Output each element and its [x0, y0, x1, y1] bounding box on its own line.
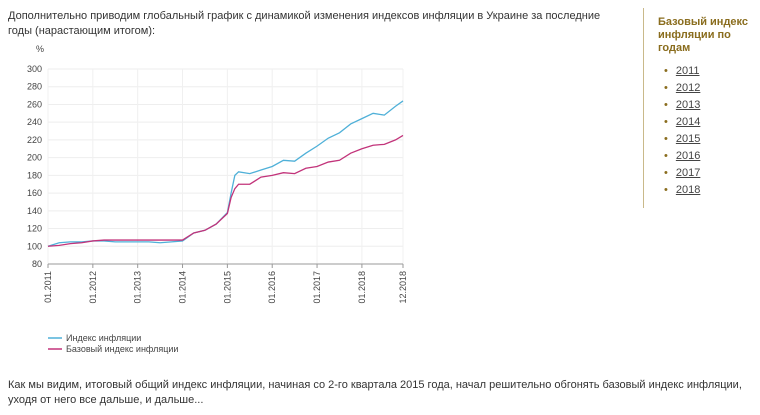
y-tick-label: 280 — [27, 82, 42, 92]
year-item: 2017 — [664, 167, 759, 184]
x-tick-label: 01.2014 — [178, 271, 188, 304]
intro-text: Дополнительно приводим глобальный график… — [8, 10, 601, 37]
x-tick-label: 01.2018 — [357, 271, 367, 304]
year-item: 2018 — [664, 184, 759, 201]
y-tick-label: 140 — [27, 206, 42, 216]
chart: % 80 100 120 140 160 180 200 220 240 260 280 300 01.… — [27, 44, 408, 354]
legend-label: Индекс инфляции — [66, 333, 141, 343]
line — [47, 134, 404, 247]
y-axis-label: % — [36, 44, 44, 54]
line — [47, 100, 404, 247]
year-link[interactable]: 2014 — [675, 116, 701, 128]
year-item: 2015 — [664, 133, 759, 150]
x-tick-label: 12.2018 — [398, 271, 408, 304]
x-tick-label: 01.2012 — [88, 271, 98, 304]
x-tick-label: 01.2016 — [267, 271, 277, 304]
y-tick-label: 240 — [27, 117, 42, 127]
year-link[interactable]: 2013 — [675, 99, 701, 111]
year-link[interactable]: 2015 — [675, 133, 701, 145]
year-link[interactable]: 2012 — [675, 82, 701, 94]
year-link[interactable]: 2011 — [675, 65, 700, 77]
y-tick-label: 80 — [32, 259, 42, 269]
year-item: 2016 — [664, 150, 759, 167]
year-list: 2011 2012 2013 2014 2015 2016 2017 2018 — [664, 65, 759, 201]
year-item: 2011 — [664, 65, 759, 82]
year-link[interactable]: 2018 — [675, 184, 701, 196]
year-link[interactable]: 2017 — [675, 167, 701, 179]
x-tick-label: 01.2011 — [43, 271, 53, 303]
year-item: 2013 — [664, 99, 759, 116]
y-tick-label: 100 — [27, 241, 42, 251]
y-tick-label: 180 — [27, 170, 42, 180]
year-item: 2014 — [664, 116, 759, 133]
year-link[interactable]: 2016 — [675, 150, 701, 162]
y-tick-label: 120 — [27, 224, 42, 234]
legend-label: Базовый индекс инфляции — [66, 344, 178, 354]
x-tick-label: 01.2015 — [222, 271, 232, 304]
x-tick-label: 01.2017 — [312, 271, 322, 304]
y-tick-label: 260 — [27, 99, 42, 109]
sidebar-title: Базовый индекс инфляции по годам — [658, 16, 749, 54]
y-tick-label: 200 — [27, 153, 42, 163]
x-tick-label: 01.2013 — [133, 271, 143, 304]
y-tick-label: 220 — [27, 135, 42, 145]
y-tick-label: 160 — [27, 188, 42, 198]
year-item: 2012 — [664, 82, 759, 99]
outro-text: Как мы видим, итоговый общий индекс инфл… — [8, 379, 742, 406]
y-tick-label: 300 — [27, 64, 42, 74]
sidebar: Базовый индекс инфляции по годам 2011201… — [643, 8, 759, 208]
